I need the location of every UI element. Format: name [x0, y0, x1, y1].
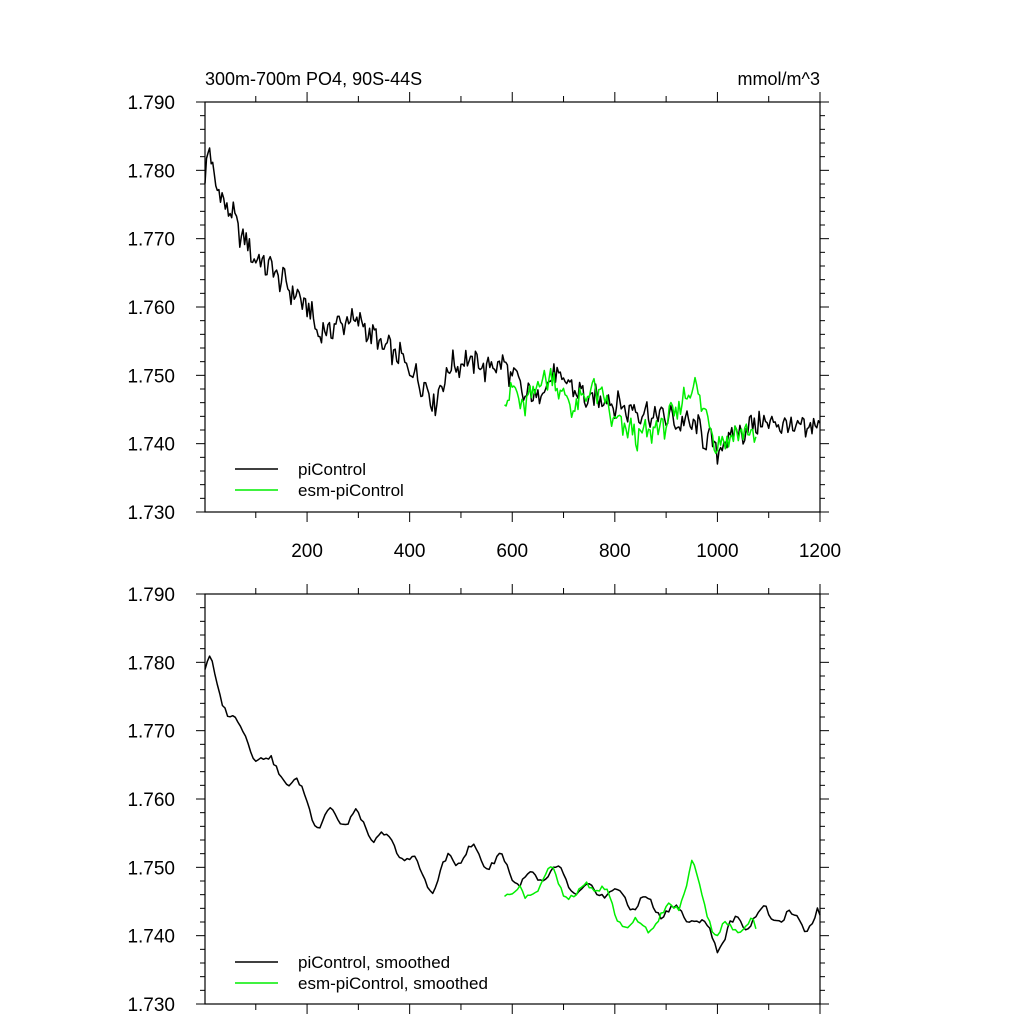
y-tick-label: 1.730 — [127, 503, 175, 524]
legend-label-picontrol-smoothed: piControl, smoothed — [298, 953, 450, 972]
y-axis: 1.730 1.740 1.750 1.760 1.770 1.780 1.790 — [127, 93, 829, 524]
series-line-esm-picontrol — [504, 367, 757, 455]
series-line-picontrol — [204, 147, 821, 465]
y-tick-label: 1.760 — [127, 790, 175, 811]
legend-label-picontrol: piControl — [298, 460, 366, 479]
y-tick-label: 1.740 — [127, 435, 175, 456]
units-label: mmol/m^3 — [738, 69, 820, 89]
x-tick-label: 1000 — [696, 541, 738, 562]
top-panel: 300m-700m PO4, 90S-44S mmol/m^3 1.7301.7… — [127, 69, 841, 562]
series-line-picontrol-smoothed — [204, 655, 821, 954]
plot-frame — [204, 593, 821, 1005]
y-tick-label: 1.770 — [127, 230, 175, 251]
chart-title: 300m-700m PO4, 90S-44S — [205, 69, 422, 89]
series-lines — [204, 147, 821, 465]
series-lines — [204, 655, 821, 954]
x-tick-label: 200 — [291, 541, 323, 562]
x-tick-label: 800 — [599, 541, 631, 562]
y-tick-label: 1.740 — [127, 927, 175, 948]
legend: piControl esm-piControl — [235, 460, 404, 500]
y-axis: 1.730 1.740 1.750 1.760 1.770 1.780 1.790 — [127, 585, 829, 1016]
series-line-esm-picontrol-smoothed — [504, 859, 757, 937]
y-tick-label: 1.760 — [127, 298, 175, 319]
y-tick-label: 1.790 — [127, 93, 175, 114]
y-tick-label: 1.790 — [127, 585, 175, 606]
x-tick-label: 400 — [394, 541, 426, 562]
legend-label-esm-picontrol-smoothed: esm-piControl, smoothed — [298, 974, 488, 993]
bottom-panel: 1.730 1.740 1.750 1.760 1.770 1.780 1.790 piCo… — [127, 584, 829, 1016]
y-tick-label: 1.770 — [127, 722, 175, 743]
y-tick-label: 1.780 — [127, 653, 175, 674]
y-tick-label: 1.730 — [127, 995, 175, 1016]
x-tick-label: 1200 — [799, 541, 841, 562]
y-tick-label: 1.750 — [127, 366, 175, 387]
x-tick-label: 600 — [496, 541, 528, 562]
plot-frame — [204, 101, 821, 513]
legend-label-esm-picontrol: esm-piControl — [298, 481, 404, 500]
x-axis — [255, 584, 821, 1014]
y-tick-label: 1.750 — [127, 858, 175, 879]
y-tick-label: 1.780 — [127, 161, 175, 182]
x-axis: 200 400 600 800 1000 1200 — [255, 92, 841, 562]
legend: piControl, smoothed esm-piControl, smoot… — [235, 953, 488, 993]
